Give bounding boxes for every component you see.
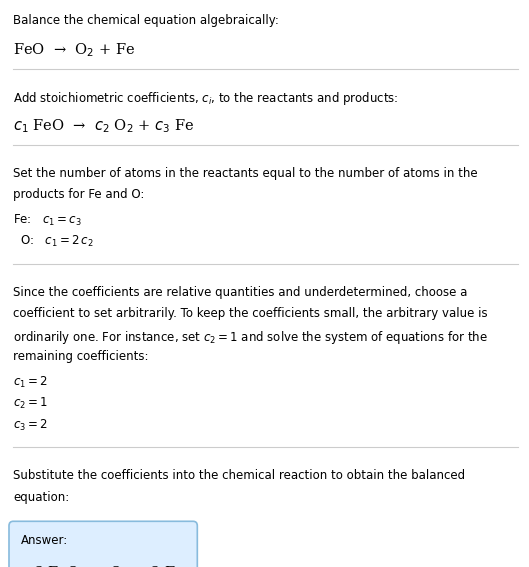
Text: Set the number of atoms in the reactants equal to the number of atoms in the: Set the number of atoms in the reactants… [13,167,478,180]
Text: 2 FeO  →  O$_2$ + 2 Fe: 2 FeO → O$_2$ + 2 Fe [34,564,185,567]
Text: Fe:   $c_1 = c_3$: Fe: $c_1 = c_3$ [13,213,82,227]
Text: ordinarily one. For instance, set $c_2 = 1$ and solve the system of equations fo: ordinarily one. For instance, set $c_2 =… [13,329,488,346]
Text: $c_2 = 1$: $c_2 = 1$ [13,396,48,411]
Text: Balance the chemical equation algebraically:: Balance the chemical equation algebraica… [13,14,279,27]
Text: Substitute the coefficients into the chemical reaction to obtain the balanced: Substitute the coefficients into the che… [13,469,466,482]
Text: FeO  →  O$_2$ + Fe: FeO → O$_2$ + Fe [13,41,135,59]
Text: Add stoichiometric coefficients, $c_i$, to the reactants and products:: Add stoichiometric coefficients, $c_i$, … [13,90,399,107]
Text: products for Fe and O:: products for Fe and O: [13,188,144,201]
Text: Since the coefficients are relative quantities and underdetermined, choose a: Since the coefficients are relative quan… [13,286,468,299]
Text: remaining coefficients:: remaining coefficients: [13,350,149,363]
Text: $c_3 = 2$: $c_3 = 2$ [13,418,48,433]
Text: coefficient to set arbitrarily. To keep the coefficients small, the arbitrary va: coefficient to set arbitrarily. To keep … [13,307,488,320]
Text: $c_1$ FeO  →  $c_2$ O$_2$ + $c_3$ Fe: $c_1$ FeO → $c_2$ O$_2$ + $c_3$ Fe [13,117,195,136]
Text: $c_1 = 2$: $c_1 = 2$ [13,375,48,390]
Text: equation:: equation: [13,490,69,503]
Text: O:   $c_1 = 2\,c_2$: O: $c_1 = 2\,c_2$ [13,234,94,249]
FancyBboxPatch shape [9,521,197,567]
Text: Answer:: Answer: [21,534,68,547]
